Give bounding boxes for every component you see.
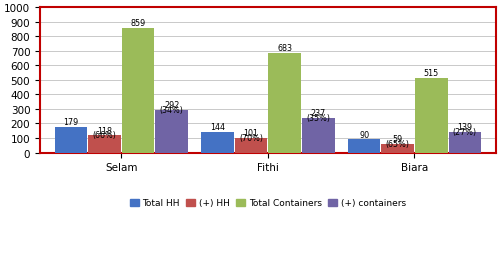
Text: 237: 237 bbox=[310, 109, 326, 118]
Bar bbox=[448, 133, 481, 153]
Bar bbox=[382, 145, 414, 153]
Text: 118: 118 bbox=[97, 126, 112, 135]
Text: 292: 292 bbox=[164, 101, 180, 110]
Bar bbox=[156, 111, 188, 153]
Legend: Total HH, (+) HH, Total Containers, (+) containers: Total HH, (+) HH, Total Containers, (+) … bbox=[126, 195, 410, 211]
Bar bbox=[122, 28, 154, 153]
Bar bbox=[415, 78, 448, 153]
Text: 515: 515 bbox=[424, 69, 439, 77]
Text: (70%): (70%) bbox=[239, 133, 263, 142]
Text: (66%): (66%) bbox=[92, 131, 116, 140]
Text: 59: 59 bbox=[392, 135, 403, 144]
Bar bbox=[348, 140, 380, 153]
Text: (35%): (35%) bbox=[306, 114, 330, 123]
Bar bbox=[55, 127, 88, 153]
Text: 683: 683 bbox=[277, 44, 292, 53]
Bar bbox=[88, 136, 121, 153]
Bar bbox=[202, 132, 234, 153]
Text: 90: 90 bbox=[359, 130, 369, 139]
Bar bbox=[235, 138, 268, 153]
Bar bbox=[302, 119, 334, 153]
Text: 179: 179 bbox=[64, 117, 78, 126]
Text: 139: 139 bbox=[457, 123, 472, 132]
Text: 101: 101 bbox=[244, 129, 258, 137]
Text: (27%): (27%) bbox=[452, 128, 477, 137]
Bar bbox=[268, 54, 301, 153]
Text: (34%): (34%) bbox=[160, 106, 184, 115]
Text: 144: 144 bbox=[210, 122, 225, 131]
Text: 859: 859 bbox=[130, 19, 146, 28]
Text: (65%): (65%) bbox=[386, 139, 409, 148]
